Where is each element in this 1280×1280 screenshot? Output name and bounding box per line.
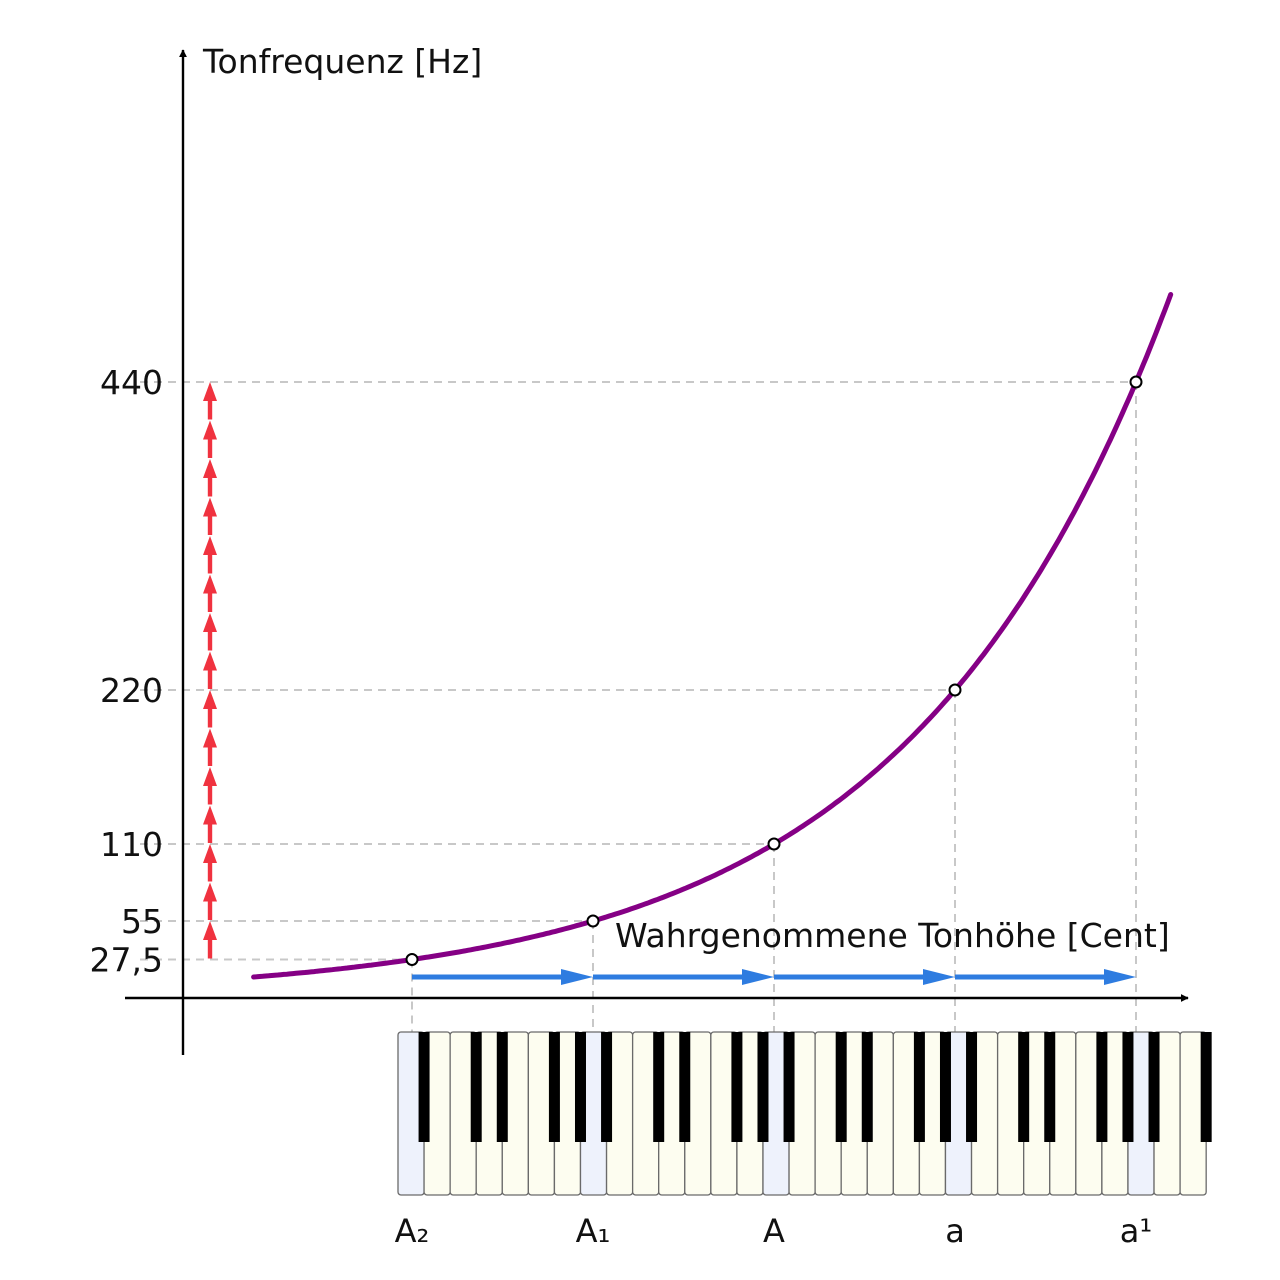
black-key [1018,1032,1030,1142]
axes [125,49,1189,1055]
red-step-arrow [203,805,217,843]
y-tick-label: 55 [121,902,163,941]
black-key [757,1032,769,1142]
black-key [1122,1032,1134,1142]
data-point [767,837,781,851]
data-points [405,375,1143,966]
red-step-arrow [203,613,217,651]
red-step-arrow [203,728,217,766]
black-key [1148,1032,1160,1142]
red-step-arrow [203,536,217,574]
black-key [653,1032,665,1142]
data-point [1129,375,1143,389]
red-step-arrow [203,497,217,535]
y-axis-title: Tonfrequenz [Hz] [202,42,482,81]
frequency-step-arrows [203,382,217,959]
black-key [913,1032,925,1142]
black-key [861,1032,873,1142]
black-key [1044,1032,1056,1142]
data-point [948,683,962,697]
black-key [601,1032,613,1142]
red-step-arrow [203,459,217,497]
x-tick-label: a¹ [1120,1212,1152,1250]
black-key [835,1032,847,1142]
y-tick-label: 440 [100,363,163,402]
data-point [405,953,419,966]
red-step-arrow [203,651,217,689]
red-step-arrow [203,690,217,728]
x-tick-label: A₁ [576,1212,611,1250]
piano-keyboard [397,1031,1212,1196]
red-step-arrow [203,574,217,612]
red-step-arrow [203,921,217,959]
black-key [731,1032,743,1142]
black-key [939,1032,951,1142]
red-step-arrow [203,420,217,458]
y-tick-label: 27,5 [90,941,163,980]
black-key [1200,1032,1212,1142]
red-step-arrow [203,382,217,420]
black-key [418,1032,430,1142]
x-tick-label: a [945,1212,965,1250]
black-key [496,1032,508,1142]
x-axis-title: Wahrgenommene Tonhöhe [Cent] [615,916,1170,955]
y-tick-label: 110 [100,825,163,864]
blue-arrowhead [1104,969,1136,985]
x-tick-label: A [763,1212,785,1250]
y-tick-label: 220 [100,671,163,710]
black-key [783,1032,795,1142]
red-step-arrow [203,767,217,805]
black-key [470,1032,482,1142]
blue-arrowhead [923,969,955,985]
black-key [1096,1032,1108,1142]
blue-arrowhead [561,969,593,985]
black-key [679,1032,691,1142]
series-curve [251,292,1174,980]
octave-step-arrows [412,969,1136,985]
black-key [966,1032,978,1142]
red-step-arrow [203,844,217,882]
y-tick-labels: 27,555 110 220 440 [90,363,163,980]
red-step-arrow [203,882,217,920]
x-tick-label: A₂ [395,1212,430,1250]
black-key [548,1032,560,1142]
black-key [574,1032,586,1142]
blue-arrowhead [742,969,774,985]
data-point [586,914,600,928]
